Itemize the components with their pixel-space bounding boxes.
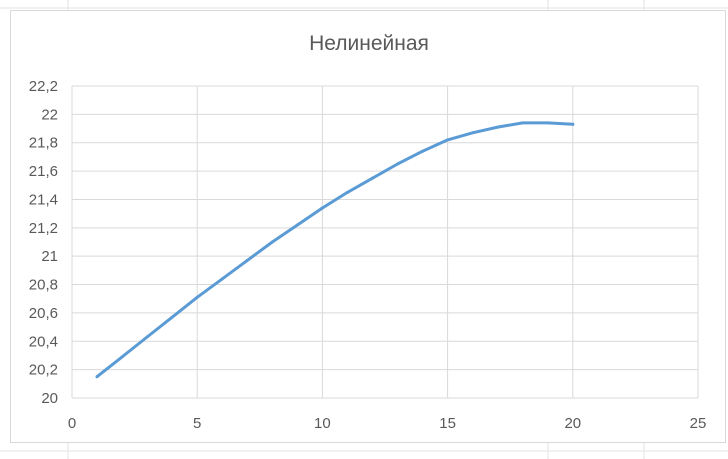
series-group <box>95 121 575 379</box>
y-tick-label: 20 <box>41 390 58 407</box>
y-axis-tick-labels: 20 20,2 20,4 20,6 20,8 21 21,2 21,4 21,6 21,8 22 22… <box>29 78 58 407</box>
data-point <box>170 315 174 319</box>
data-point <box>320 206 324 210</box>
y-tick-label: 20,2 <box>29 362 58 379</box>
data-point <box>421 149 425 153</box>
x-tick-label: 0 <box>68 415 76 432</box>
y-tick-label: 21,8 <box>29 135 58 152</box>
data-point <box>496 125 500 129</box>
x-axis-tick-labels: 0 5 10 15 20 25 <box>68 415 707 432</box>
y-tick-label: 20,4 <box>29 333 58 350</box>
data-point <box>270 240 274 244</box>
x-tick-label: 5 <box>193 415 201 432</box>
data-point <box>145 335 149 339</box>
y-tick-label: 22 <box>41 106 58 123</box>
y-tick-label: 20,8 <box>29 277 58 294</box>
horizontal-gridlines <box>72 85 698 399</box>
y-tick-label: 22,2 <box>29 78 58 95</box>
data-point <box>345 190 349 194</box>
data-point <box>195 295 199 299</box>
x-tick-label: 25 <box>690 415 707 432</box>
x-tick-label: 15 <box>439 415 456 432</box>
data-point <box>521 121 525 125</box>
data-point <box>220 277 224 281</box>
data-point <box>396 162 400 166</box>
y-tick-label: 20,6 <box>29 305 58 322</box>
chart-title: Нелинейная <box>309 32 429 55</box>
data-point <box>245 258 249 262</box>
data-point <box>471 131 475 135</box>
data-point <box>546 121 550 125</box>
series-line[interactable] <box>95 121 575 379</box>
data-point <box>446 138 450 142</box>
y-tick-label: 21 <box>41 248 58 265</box>
vertical-gridlines <box>71 86 699 398</box>
y-tick-label: 21,4 <box>29 191 58 208</box>
data-point <box>370 176 374 180</box>
chart-area[interactable] <box>10 10 726 443</box>
y-tick-label: 21,6 <box>29 163 58 180</box>
data-point <box>95 375 99 379</box>
data-point <box>295 223 299 227</box>
x-tick-label: 10 <box>314 415 331 432</box>
data-point <box>120 355 124 359</box>
data-point <box>571 122 575 126</box>
x-tick-label: 20 <box>564 415 581 432</box>
y-tick-label: 21,2 <box>29 220 58 237</box>
